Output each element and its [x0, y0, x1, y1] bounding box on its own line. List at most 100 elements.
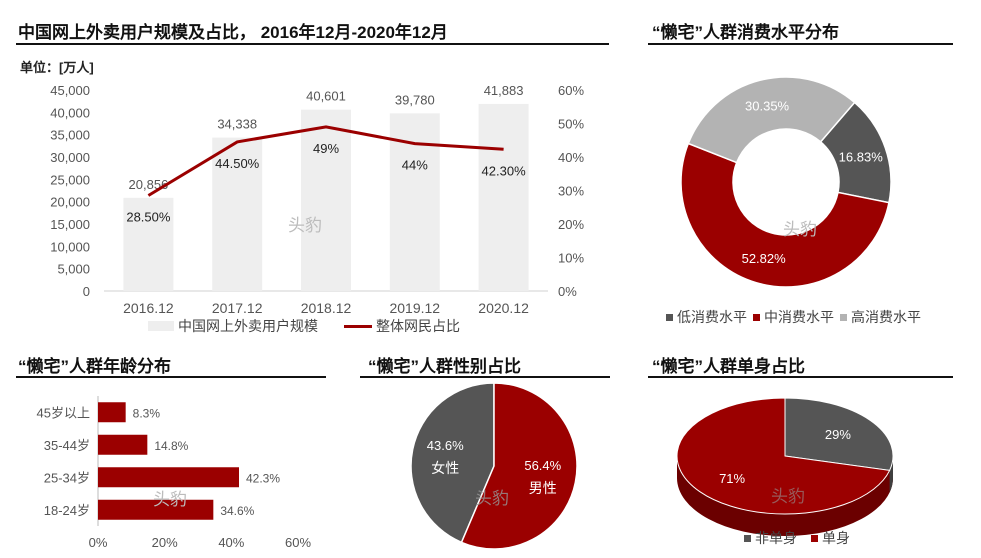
y-tick-label: 10,000 [50, 239, 90, 254]
slice-label: 16.83% [839, 149, 884, 164]
slice-label: 29% [825, 427, 851, 442]
slice-category-label: 男性 [529, 480, 557, 496]
panel1-legend: 中国网上外卖用户规模 整体网民占比 [148, 316, 460, 336]
y2-tick-label: 40% [558, 150, 584, 165]
bar [212, 137, 263, 291]
bar-value-label: 40,601 [306, 89, 346, 104]
slice-value-label: 43.6% [427, 438, 464, 453]
pie-slice [410, 382, 495, 544]
y-tick-label: 15,000 [50, 217, 90, 232]
y-tick-label: 20,000 [50, 195, 90, 210]
panel3-watermark: 头豹 [153, 490, 187, 509]
panel1-title-rule [16, 43, 609, 45]
legend-high-label: 高消费水平 [851, 309, 921, 325]
legend-bar-swatch [148, 321, 174, 331]
panel2-legend: 低消费水平 中消费水平 高消费水平 [660, 307, 921, 327]
y2-tick-label: 0% [558, 284, 577, 299]
x-tick-label: 2019.12 [389, 300, 440, 316]
share-line [147, 125, 504, 197]
pie-slice [784, 397, 894, 471]
x-tick-label: 20% [152, 535, 178, 550]
category-label: 45岁以上 [37, 405, 90, 420]
y2-tick-label: 60% [558, 83, 584, 98]
y-tick-label: 45,000 [50, 83, 90, 98]
slice-label: 71% [719, 471, 745, 486]
legend-single-label: 单身 [822, 530, 850, 546]
panel2-watermark: 头豹 [783, 220, 817, 239]
bar-value-label: 8.3% [133, 406, 161, 420]
legend-mid-swatch [753, 313, 760, 321]
bar-value-label: 14.8% [154, 439, 188, 453]
category-label: 25-34岁 [44, 470, 90, 485]
panel5-watermark: 头豹 [771, 487, 805, 506]
y2-tick-label: 50% [558, 117, 584, 132]
panel5-title-rule [648, 376, 953, 378]
line-value-label: 49% [313, 141, 339, 156]
bar-value-label: 34.6% [220, 504, 254, 518]
x-tick-label: 0% [89, 535, 108, 550]
donut-slice [687, 76, 856, 164]
x-tick-label: 60% [285, 535, 311, 550]
panel3-title-rule [16, 376, 326, 378]
legend-line-swatch [344, 324, 372, 328]
y-tick-label: 5,000 [57, 262, 90, 277]
slice-label: 52.82% [742, 251, 787, 266]
y2-tick-label: 30% [558, 184, 584, 199]
bar-value-label: 34,338 [217, 117, 257, 132]
pie-side [677, 456, 893, 536]
panel3-title: “懒宅”人群年龄分布 [18, 357, 171, 376]
line-value-label: 28.50% [126, 210, 171, 225]
pie-slice [460, 382, 578, 550]
y-tick-label: 25,000 [50, 172, 90, 187]
legend-high-swatch [840, 313, 847, 321]
panel2-title-rule [648, 43, 953, 45]
bar-value-label: 39,780 [395, 92, 435, 107]
panel5-title: “懒宅”人群单身占比 [652, 357, 805, 376]
x-tick-label: 2017.12 [212, 300, 263, 316]
panel2-title: “懒宅”人群消费水平分布 [652, 23, 839, 42]
bar [478, 103, 529, 291]
legend-bar-label: 中国网上外卖用户规模 [178, 318, 318, 334]
bar [123, 197, 174, 291]
panel5-legend: 非单身 单身 [738, 528, 850, 548]
x-tick-label: 40% [218, 535, 244, 550]
slice-value-label: 56.4% [524, 458, 561, 473]
legend-nonsingle-label: 非单身 [755, 530, 797, 546]
pie-slice [676, 397, 891, 515]
category-label: 35-44岁 [44, 438, 90, 453]
y2-tick-label: 20% [558, 217, 584, 232]
y-tick-label: 0 [83, 284, 90, 299]
slice-category-label: 女性 [431, 460, 459, 476]
legend-single-swatch [811, 534, 818, 542]
x-tick-label: 2020.12 [478, 300, 529, 316]
x-tick-label: 2016.12 [123, 300, 174, 316]
y2-tick-label: 10% [558, 251, 584, 266]
line-value-label: 44.50% [215, 156, 260, 171]
panel4-title-rule [360, 376, 610, 378]
bar-value-label: 42.3% [246, 471, 280, 485]
legend-low-swatch [666, 313, 673, 321]
panel4-title: “懒宅”人群性别占比 [368, 357, 521, 376]
bar-value-label: 41,883 [484, 83, 524, 98]
bar [301, 109, 351, 291]
panel1-title: 中国网上外卖用户规模及占比， 2016年12月-2020年12月 [18, 23, 448, 42]
panel4-watermark: 头豹 [475, 489, 509, 508]
y-tick-label: 40,000 [50, 105, 90, 120]
y-tick-label: 35,000 [50, 128, 90, 143]
x-tick-label: 2018.12 [301, 300, 352, 316]
legend-nonsingle-swatch [744, 534, 751, 542]
bar [98, 434, 148, 455]
bar [98, 402, 126, 423]
slice-label: 30.35% [745, 98, 790, 113]
line-value-label: 42.30% [482, 163, 527, 178]
y-tick-label: 30,000 [50, 150, 90, 165]
legend-low-label: 低消费水平 [677, 309, 747, 325]
panel1-watermark: 头豹 [288, 216, 322, 235]
panel1-unit-label: 单位：[万人] [20, 60, 94, 75]
bar [98, 467, 239, 488]
